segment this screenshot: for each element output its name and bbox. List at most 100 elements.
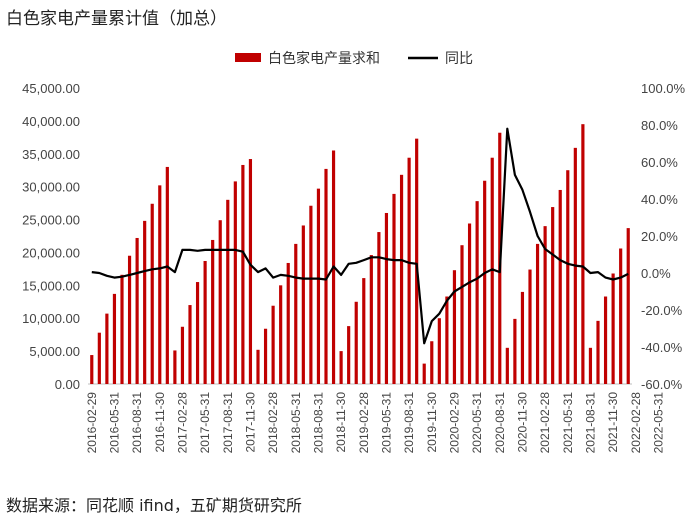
bar — [535, 243, 540, 384]
x-tick-label: 2020-08-31 — [493, 392, 507, 454]
bar — [188, 305, 192, 384]
x-tick-label: 2017-02-28 — [175, 392, 189, 454]
bar — [588, 347, 593, 384]
bar — [286, 262, 290, 384]
bar — [520, 291, 525, 384]
x-tick-label: 2019-08-31 — [402, 392, 416, 454]
bar — [505, 347, 509, 384]
y-left-tick-label: 0.00 — [55, 377, 80, 392]
bar — [377, 232, 381, 384]
legend-line-label: 同比 — [445, 50, 473, 66]
bar — [127, 255, 132, 384]
y-right-tick-label: -40.0% — [641, 340, 683, 355]
bar — [203, 260, 207, 384]
bar — [513, 318, 517, 384]
x-tick-label: 2017-05-31 — [198, 392, 212, 454]
y-left-tick-label: 45,000.00 — [22, 81, 80, 96]
bar — [316, 188, 321, 384]
bar — [233, 181, 237, 384]
x-tick-label: 2021-08-31 — [583, 392, 597, 454]
x-tick-label: 2017-08-31 — [221, 392, 235, 454]
bar — [158, 185, 162, 384]
y-left-tick-label: 10,000.00 — [22, 311, 80, 326]
x-tick-label: 2018-11-30 — [334, 392, 348, 453]
bar — [279, 285, 283, 384]
bar — [135, 237, 139, 384]
bar — [211, 239, 215, 384]
y-left-tick-label: 40,000.00 — [22, 114, 80, 129]
x-tick-label: 2020-11-30 — [515, 392, 529, 453]
y-right-tick-label: 0.0% — [641, 266, 671, 281]
x-tick-label: 2021-02-28 — [538, 392, 552, 454]
x-tick-label: 2022-02-28 — [629, 392, 643, 454]
bar — [112, 293, 117, 384]
bar — [407, 157, 411, 384]
bar — [392, 193, 396, 384]
y-left-tick-label: 15,000.00 — [22, 278, 80, 293]
bar — [180, 326, 185, 384]
bar — [611, 273, 615, 384]
x-tick-label: 2021-05-31 — [561, 392, 575, 454]
bar — [195, 282, 200, 384]
bar — [354, 301, 358, 384]
bar — [90, 355, 94, 384]
bar — [603, 296, 608, 384]
x-tick-label: 2017-11-30 — [243, 392, 257, 453]
x-tick-label: 2020-05-31 — [470, 392, 484, 454]
bar — [551, 207, 555, 384]
bar-series — [90, 124, 630, 384]
bar — [566, 170, 570, 384]
bar — [294, 243, 298, 384]
x-tick-label: 2022-05-31 — [651, 392, 665, 454]
bar — [369, 255, 373, 384]
y-right-tick-label: 100.0% — [641, 81, 686, 96]
legend-bar-label: 白色家电产量求和 — [268, 50, 380, 66]
bar — [241, 164, 245, 384]
bar — [445, 296, 449, 384]
y-left-tick-label: 25,000.00 — [22, 213, 80, 228]
bar — [248, 159, 253, 384]
bar — [165, 166, 169, 384]
bar — [173, 350, 177, 384]
y-left-tick-label: 30,000.00 — [22, 180, 80, 195]
y-left-tick-label: 35,000.00 — [22, 147, 80, 162]
bar — [430, 341, 434, 384]
x-tick-label: 2016-11-30 — [153, 392, 167, 453]
x-tick-label: 2016-05-31 — [107, 392, 121, 454]
x-tick-label: 2018-08-31 — [311, 392, 325, 454]
x-tick-label: 2019-05-31 — [379, 392, 393, 454]
y-right-tick-label: 80.0% — [641, 118, 678, 133]
bar — [105, 313, 109, 384]
bar — [143, 220, 147, 384]
bar — [467, 223, 472, 384]
x-tick-label: 2020-02-29 — [447, 392, 461, 454]
x-tick-label: 2019-02-28 — [357, 392, 371, 454]
bar — [581, 124, 585, 384]
bar — [415, 138, 419, 384]
legend: 白色家电产量求和 同比 — [235, 50, 473, 66]
y-right-tick-label: -20.0% — [641, 303, 683, 318]
yoy-line — [91, 127, 629, 345]
bar — [384, 212, 389, 384]
bar — [324, 168, 328, 384]
x-tick-label: 2018-02-28 — [266, 392, 280, 454]
bar — [218, 220, 222, 384]
bar — [619, 248, 623, 384]
y-left-tick-label: 5,000.00 — [29, 344, 80, 359]
line-series — [91, 127, 629, 345]
bar — [150, 203, 154, 384]
bar — [460, 245, 464, 384]
y-right-tick-label: 40.0% — [641, 192, 678, 207]
chart-title: 白色家电产量累计值（加总） — [6, 9, 227, 29]
bar — [120, 274, 124, 384]
bar — [301, 225, 305, 384]
bar — [490, 157, 494, 384]
bar — [437, 318, 441, 384]
bar — [422, 363, 426, 384]
bar — [263, 328, 268, 384]
bar — [347, 326, 351, 384]
y-left-tick-label: 20,000.00 — [22, 245, 80, 260]
bar — [558, 189, 562, 384]
legend-bar-swatch — [235, 53, 261, 62]
bar — [626, 228, 630, 384]
